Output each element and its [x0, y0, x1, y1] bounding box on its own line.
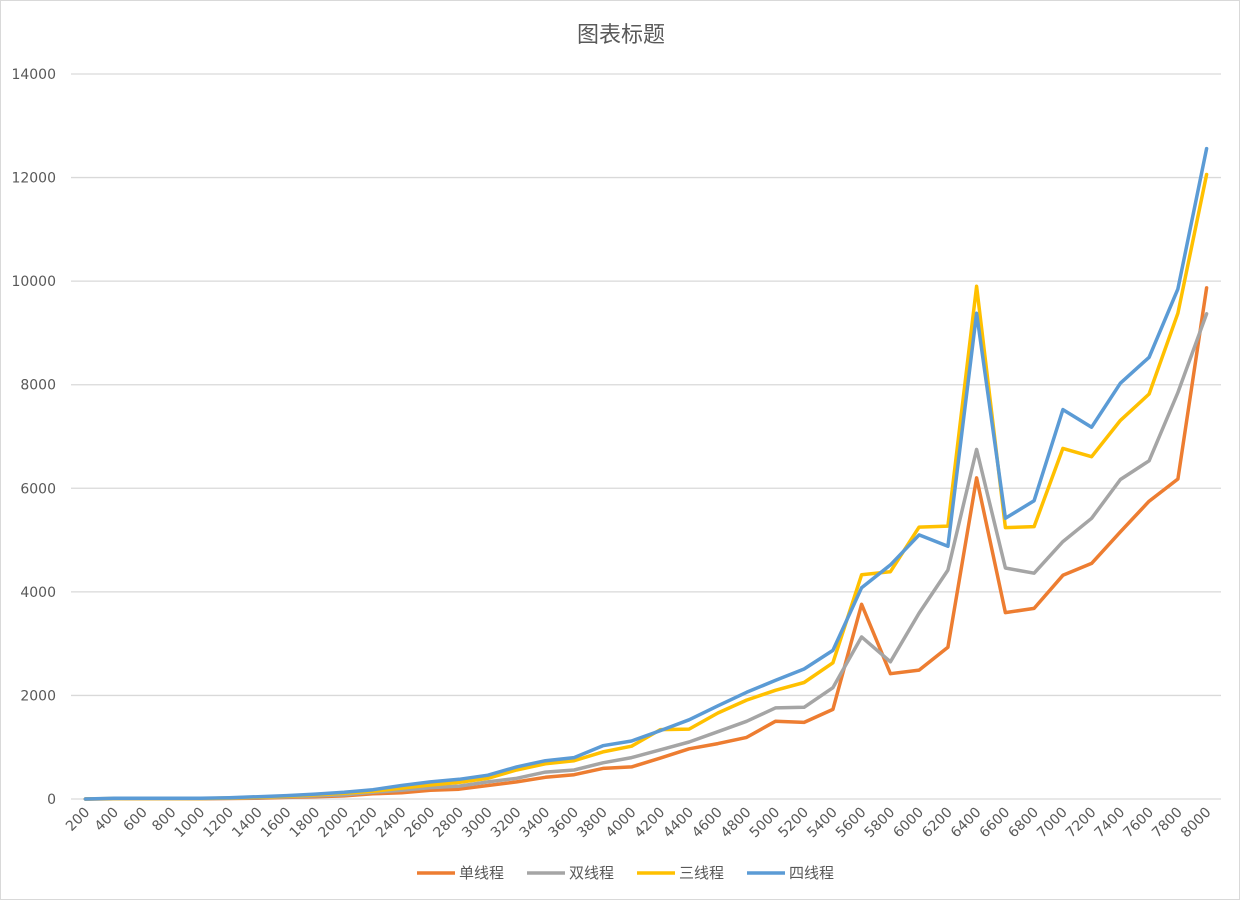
x-tick-label: 3800	[574, 805, 611, 842]
x-tick-label: 6600	[977, 805, 1014, 842]
y-tick-label: 4000	[20, 585, 56, 601]
series-line-1	[83, 286, 1209, 801]
legend-label-4: 四线程	[789, 864, 834, 882]
x-tick-label: 3000	[459, 805, 496, 842]
x-tick-label: 2200	[344, 805, 381, 842]
x-tick-label: 7200	[1063, 805, 1100, 842]
x-tick-label: 7400	[1092, 805, 1129, 842]
x-tick-label: 7800	[1149, 805, 1186, 842]
x-tick-label: 1400	[229, 805, 266, 842]
x-axis: 2004006008001000120014001600180020002200…	[63, 805, 1214, 842]
x-tick-label: 5400	[804, 805, 841, 842]
x-tick-label: 4200	[632, 805, 669, 842]
series-line-4	[83, 146, 1209, 801]
x-tick-label: 6800	[1005, 805, 1042, 842]
x-tick-label: 5000	[747, 805, 784, 842]
x-tick-label: 5800	[862, 805, 899, 842]
gridlines	[71, 73, 1221, 800]
x-tick-label: 5600	[833, 805, 870, 842]
chart-title: 图表标题	[577, 23, 665, 48]
x-tick-label: 4000	[603, 805, 640, 842]
x-tick-label: 1800	[287, 805, 324, 842]
y-tick-label: 2000	[20, 688, 56, 704]
y-tick-label: 12000	[11, 171, 56, 187]
x-tick-label: 2400	[373, 805, 410, 842]
x-tick-label: 200	[63, 805, 93, 835]
x-tick-label: 2000	[315, 805, 352, 842]
x-tick-label: 6000	[890, 805, 927, 842]
x-tick-label: 2600	[402, 805, 439, 842]
series-lines	[83, 146, 1209, 801]
y-tick-label: 6000	[20, 481, 56, 497]
series-line-2	[83, 312, 1209, 801]
x-tick-label: 1000	[172, 805, 209, 842]
x-tick-label: 3400	[517, 805, 554, 842]
x-tick-label: 4600	[689, 805, 726, 842]
y-tick-label: 0	[47, 792, 56, 808]
x-tick-label: 3600	[545, 805, 582, 842]
legend-label-2: 双线程	[569, 864, 614, 882]
x-tick-label: 400	[92, 805, 122, 835]
x-tick-label: 6400	[948, 805, 985, 842]
x-tick-label: 5200	[775, 805, 812, 842]
legend-label-1: 单线程	[459, 864, 504, 882]
legend-label-3: 三线程	[679, 864, 724, 882]
x-tick-label: 4800	[718, 805, 755, 842]
x-tick-label: 3200	[488, 805, 525, 842]
y-tick-label: 14000	[11, 67, 56, 83]
x-tick-label: 7600	[1120, 805, 1157, 842]
y-tick-label: 10000	[11, 274, 56, 290]
x-tick-label: 6200	[919, 805, 956, 842]
x-tick-label: 7000	[1034, 805, 1071, 842]
y-tick-label: 8000	[20, 378, 56, 394]
x-tick-label: 1600	[258, 805, 295, 842]
x-tick-label: 600	[120, 805, 150, 835]
x-tick-label: 2800	[430, 805, 467, 842]
x-tick-label: 8000	[1178, 805, 1215, 842]
y-axis: 0 2000 4000 6000 8000 10000 12000 14000	[11, 67, 56, 808]
legend: 单线程 双线程 三线程 四线程	[417, 864, 834, 882]
x-tick-label: 1200	[200, 805, 237, 842]
x-tick-label: 4400	[660, 805, 697, 842]
